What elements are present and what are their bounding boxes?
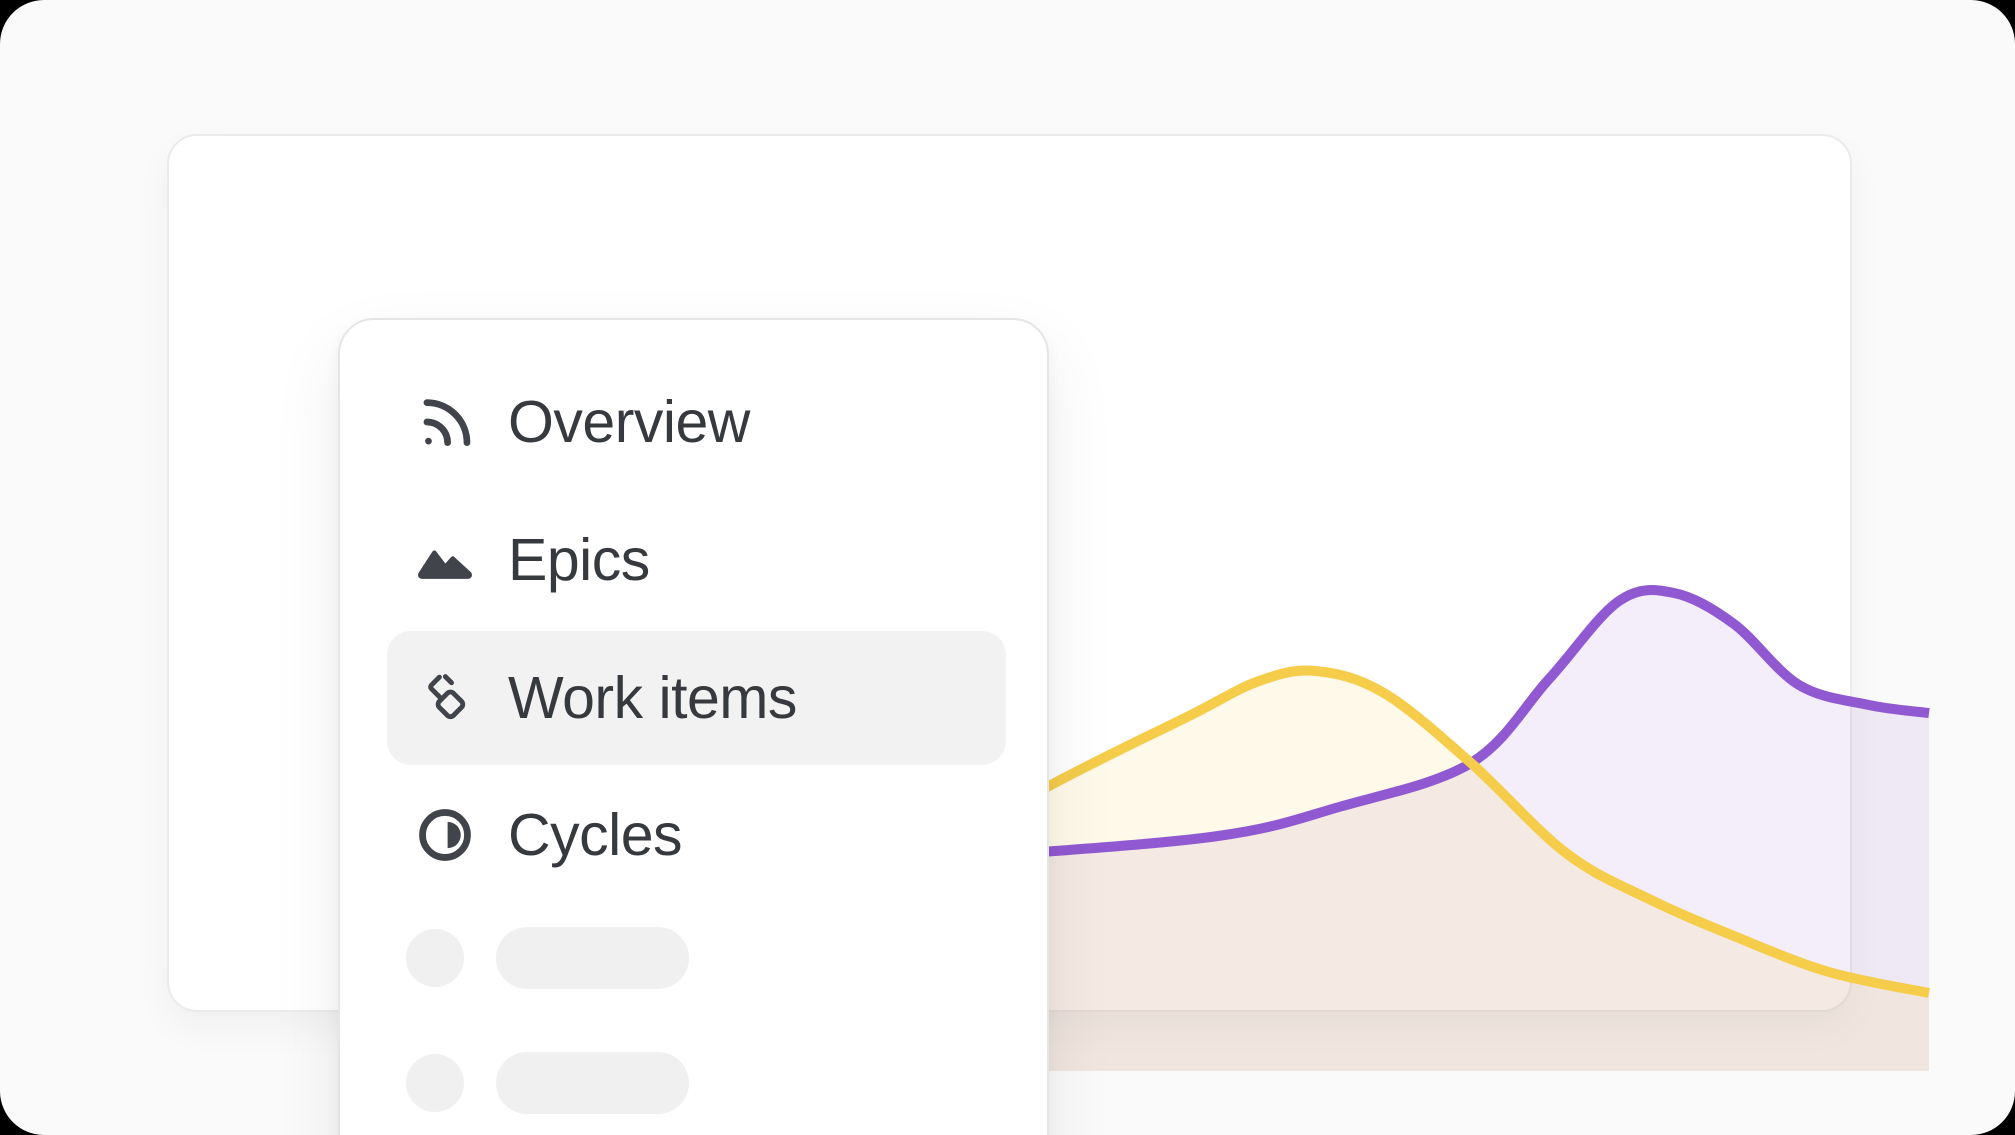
- skeleton-label: [496, 927, 689, 989]
- menu-item-overview[interactable]: Overview: [387, 355, 1006, 489]
- menu-item-label: Overview: [508, 389, 750, 455]
- menu-item-label: Cycles: [508, 802, 683, 868]
- work-items-icon: [413, 666, 477, 730]
- menu-item-epics[interactable]: Epics: [387, 493, 1006, 627]
- skeleton-icon: [406, 929, 464, 987]
- menu-item-label: Work items: [508, 665, 797, 731]
- skeleton-label: [496, 1052, 689, 1114]
- chart-source-dropdown: Overview Epics Work items: [338, 318, 1049, 1135]
- cycles-icon: [413, 803, 477, 867]
- skeleton-icon: [406, 1054, 464, 1112]
- menu-item-label: Epics: [508, 527, 650, 593]
- overview-icon: [413, 390, 477, 454]
- menu-item-work-items[interactable]: Work items: [387, 631, 1006, 765]
- epics-icon: [413, 528, 477, 592]
- menu-item-cycles[interactable]: Cycles: [387, 768, 1006, 902]
